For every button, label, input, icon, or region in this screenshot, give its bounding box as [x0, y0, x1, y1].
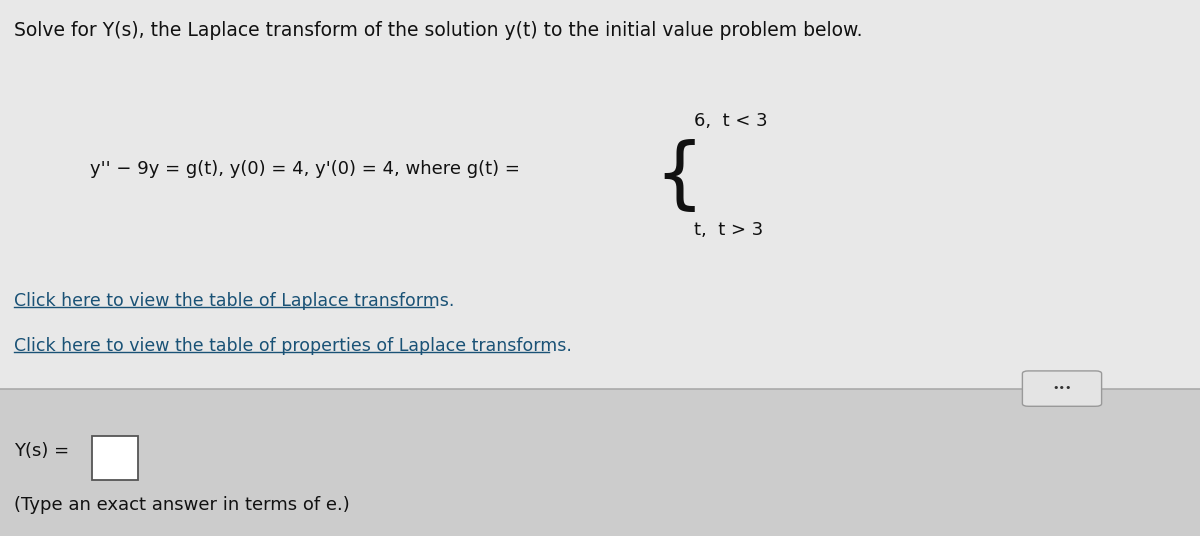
- Text: 6,  t < 3: 6, t < 3: [694, 111, 767, 130]
- Text: {: {: [654, 139, 703, 215]
- Text: (Type an exact answer in terms of e.): (Type an exact answer in terms of e.): [14, 496, 350, 514]
- Text: Click here to view the table of properties of Laplace transforms.: Click here to view the table of properti…: [14, 337, 572, 355]
- Bar: [92, 436, 138, 480]
- Text: y'' − 9y = g(t), y(0) = 4, y'(0) = 4, where g(t) =: y'' − 9y = g(t), y(0) = 4, y'(0) = 4, wh…: [90, 160, 520, 178]
- Text: Click here to view the table of Laplace transforms.: Click here to view the table of Laplace …: [14, 292, 455, 310]
- Text: t,  t > 3: t, t > 3: [694, 221, 763, 240]
- Text: Y(s) =: Y(s) =: [14, 442, 70, 460]
- Text: •••: •••: [1052, 383, 1072, 392]
- Bar: [0, 389, 1200, 536]
- Text: Solve for Y(s), the Laplace transform of the solution y(t) to the initial value : Solve for Y(s), the Laplace transform of…: [14, 21, 863, 40]
- Bar: [0, 0, 1200, 389]
- FancyBboxPatch shape: [1022, 371, 1102, 406]
